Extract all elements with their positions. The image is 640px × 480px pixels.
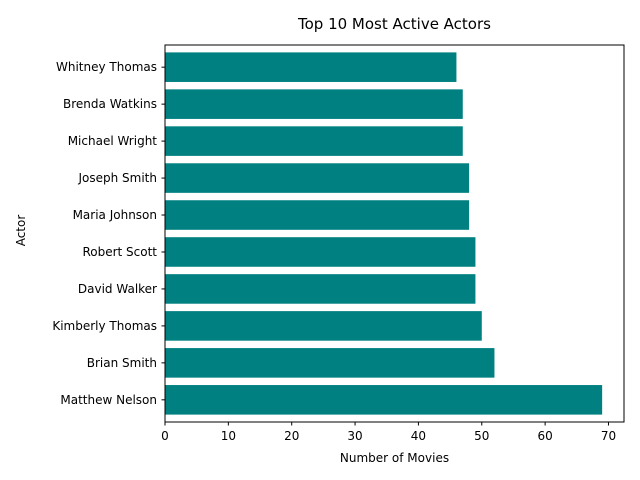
bars-group xyxy=(165,52,603,415)
y-tick-label: Whitney Thomas xyxy=(56,60,157,74)
bar-kimberly-thomas xyxy=(165,311,482,341)
x-tick-label: 10 xyxy=(221,429,236,443)
bar-whitney-thomas xyxy=(165,52,457,82)
plot-frame xyxy=(164,44,625,423)
y-axis-label: Actor xyxy=(14,215,28,247)
x-axis-ticks: 0 10 20 30 40 50 60 70 xyxy=(161,422,616,443)
chart-title: Top 10 Most Active Actors xyxy=(297,15,491,33)
x-tick-label: 60 xyxy=(537,429,552,443)
x-tick-label: 50 xyxy=(474,429,489,443)
bar-matthew-nelson xyxy=(165,385,603,415)
x-tick-label: 40 xyxy=(411,429,426,443)
x-tick-label: 20 xyxy=(284,429,299,443)
x-axis-label: Number of Movies xyxy=(340,451,449,465)
x-tick-label: 30 xyxy=(347,429,362,443)
bar-michael-wright xyxy=(165,126,463,156)
y-tick-label: Robert Scott xyxy=(82,245,157,259)
y-tick-label: Michael Wright xyxy=(68,134,158,148)
y-tick-label: Kimberly Thomas xyxy=(52,319,157,333)
bar-robert-scott xyxy=(165,237,476,267)
y-tick-label: David Walker xyxy=(78,282,157,296)
bar-brian-smith xyxy=(165,348,495,378)
bar-joseph-smith xyxy=(165,163,470,193)
x-tick-label: 70 xyxy=(601,429,616,443)
y-tick-label: Maria Johnson xyxy=(73,208,157,222)
y-tick-label: Brian Smith xyxy=(87,356,157,370)
y-tick-label: Joseph Smith xyxy=(77,171,157,185)
y-tick-label: Matthew Nelson xyxy=(60,393,157,407)
x-tick-label: 0 xyxy=(161,429,169,443)
bar-maria-johnson xyxy=(165,200,470,230)
bar-brenda-watkins xyxy=(165,89,463,119)
y-tick-label: Brenda Watkins xyxy=(63,97,157,111)
bar-david-walker xyxy=(165,274,476,304)
y-axis-ticks: Matthew Nelson Brian Smith Kimberly Thomas… xyxy=(52,60,165,407)
